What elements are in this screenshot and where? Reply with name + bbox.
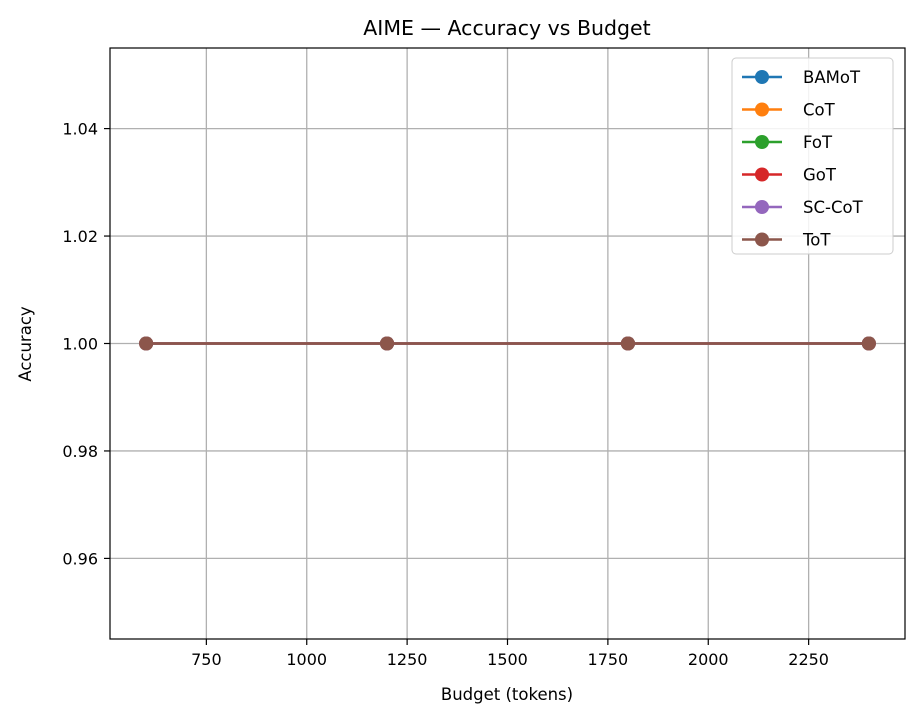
data-point [139, 336, 154, 351]
series-tot [139, 336, 876, 351]
legend-entry: FoT [742, 133, 833, 152]
x-tick-label: 1250 [387, 650, 428, 669]
data-point [861, 336, 876, 351]
x-tick-label: 1500 [487, 650, 528, 669]
chart-title: AIME — Accuracy vs Budget [363, 16, 650, 40]
legend-marker [755, 232, 769, 247]
legend-marker [755, 102, 769, 117]
legend-label: BAMoT [803, 68, 861, 87]
x-axis-label: Budget (tokens) [441, 685, 573, 704]
legend: BAMoT CoT FoT GoT SC-CoT ToT [731, 57, 894, 255]
legend-entry: BAMoT [742, 68, 861, 87]
y-tick-label: 0.98 [62, 442, 98, 461]
y-axis: 0.96 0.98 1.00 1.02 1.04 [62, 120, 110, 568]
legend-entry: CoT [742, 101, 836, 120]
legend-label: GoT [803, 166, 837, 185]
x-tick-label: 2250 [788, 650, 829, 669]
legend-label: FoT [803, 133, 833, 152]
legend-marker [755, 70, 769, 84]
data-point [380, 336, 395, 351]
y-tick-label: 1.02 [62, 227, 98, 246]
y-axis-label: Accuracy [16, 306, 35, 382]
y-tick-label: 0.96 [62, 549, 98, 568]
legend-entry: GoT [742, 166, 837, 185]
y-tick-label: 1.00 [62, 335, 98, 354]
x-axis: 750 1000 1250 1500 1750 2000 2250 [191, 639, 829, 669]
legend-label: SC-CoT [803, 198, 864, 217]
x-tick-label: 750 [191, 650, 222, 669]
x-tick-label: 2000 [688, 650, 729, 669]
y-tick-label: 1.04 [62, 120, 98, 139]
series-layer [139, 336, 876, 351]
legend-label: ToT [802, 231, 831, 250]
x-tick-label: 1000 [286, 650, 327, 669]
x-tick-label: 1750 [588, 650, 629, 669]
legend-marker [755, 200, 769, 214]
data-point [620, 336, 635, 351]
legend-label: CoT [803, 101, 836, 120]
legend-marker [755, 135, 769, 149]
legend-entry: ToT [742, 231, 831, 250]
legend-entry: SC-CoT [742, 198, 864, 217]
legend-marker [755, 167, 769, 182]
legend-frame [731, 57, 894, 255]
